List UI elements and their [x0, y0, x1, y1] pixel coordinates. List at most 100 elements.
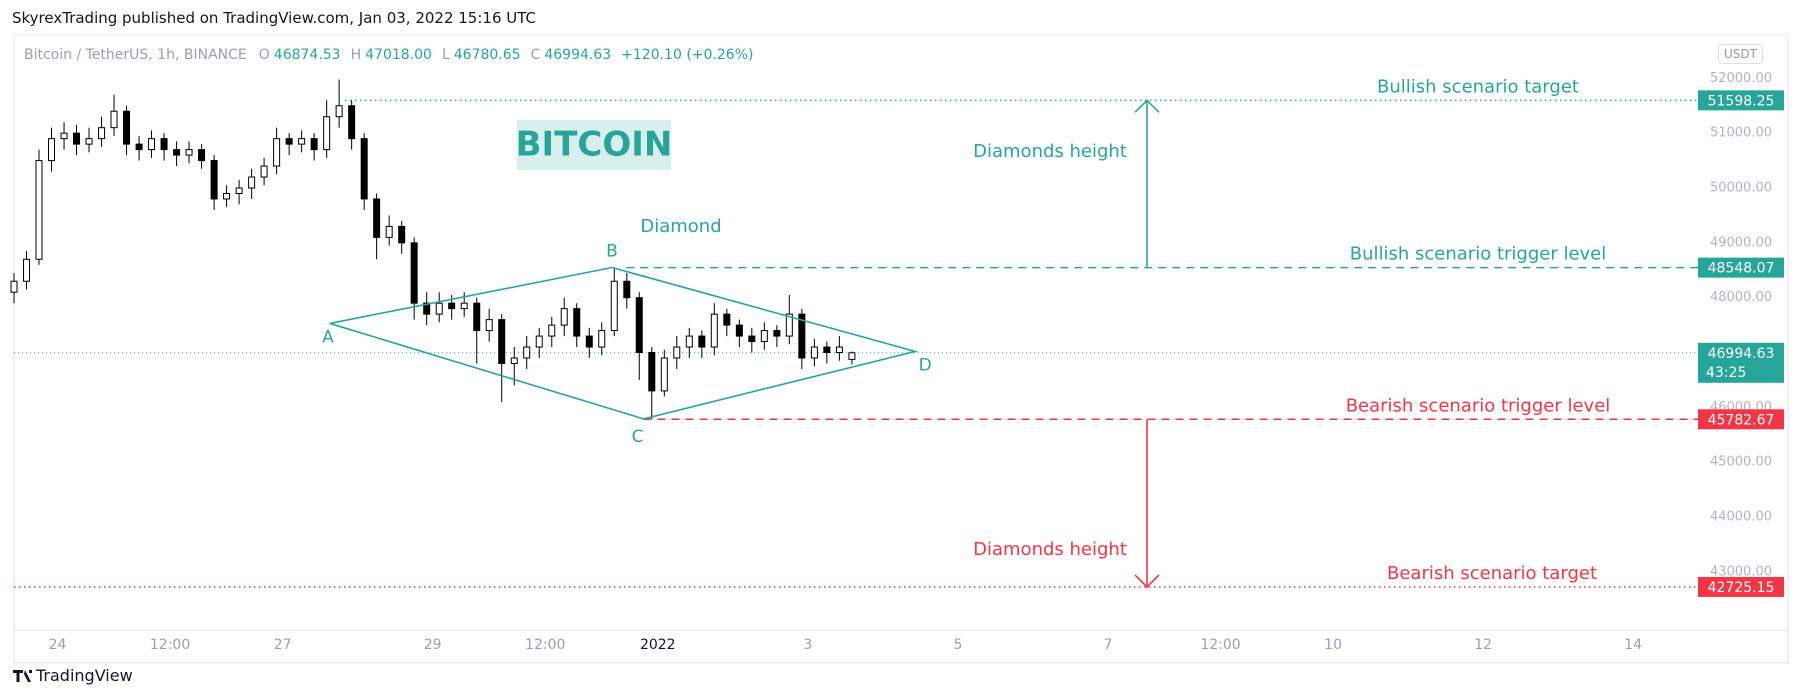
y-tick-label: 43000.00	[1710, 564, 1772, 579]
candle-body	[23, 258, 31, 282]
price-label: 45782.67	[1708, 412, 1775, 428]
candle-body	[35, 160, 43, 260]
candle-body	[585, 335, 593, 348]
pattern-point-label: A	[322, 327, 334, 347]
legend-value: 46780.65	[453, 47, 521, 63]
candle-body	[823, 346, 831, 354]
x-tick-label: 10	[1324, 637, 1342, 653]
candle-body	[173, 149, 181, 156]
candle-body	[523, 346, 531, 359]
candle-body	[510, 357, 518, 364]
price-label-box	[1698, 342, 1784, 383]
y-tick-label: 52000.00	[1710, 71, 1772, 86]
candle-body	[685, 335, 693, 348]
y-tick-label: 49000.00	[1710, 235, 1772, 250]
candle-body	[710, 313, 718, 348]
candle-body	[223, 192, 231, 200]
height-note: Diamonds height	[973, 141, 1127, 162]
tv-logo	[13, 670, 32, 682]
level-name: Bearish scenario target	[1387, 563, 1597, 584]
legend-value: 47018.00	[365, 47, 432, 63]
candle-body	[10, 280, 18, 293]
candle-body	[110, 110, 118, 129]
candle-body	[648, 352, 656, 392]
candle-body	[260, 165, 268, 178]
candle-body	[798, 313, 806, 359]
x-tick-label: 2022	[640, 637, 676, 653]
candle-body	[535, 335, 543, 348]
y-tick-label: 48000.00	[1710, 290, 1772, 305]
candle-body	[435, 302, 443, 315]
x-tick-label: 12:00	[1200, 637, 1240, 653]
candle-body	[335, 105, 343, 118]
candle-body	[623, 280, 631, 299]
legend: Bitcoin / TetherUS, 1h, BINANCE O 46874.5…	[24, 47, 759, 63]
candle-body	[635, 297, 643, 354]
pattern-point-label: C	[632, 427, 644, 447]
candle-body	[60, 132, 68, 140]
publish-info: SkyrexTrading published on TradingView.c…	[12, 9, 536, 27]
legend-value: 46874.53	[273, 47, 341, 63]
price-label: 51598.25	[1708, 93, 1775, 109]
candle-body	[248, 176, 256, 189]
candle-body	[298, 138, 306, 145]
currency: USDT	[1718, 44, 1763, 64]
candle-body	[48, 138, 56, 162]
candle-body	[673, 346, 681, 359]
x-tick-label: 29	[424, 637, 442, 653]
legend-key: C	[530, 47, 541, 63]
candle-body	[698, 335, 706, 348]
candle-body	[285, 138, 293, 145]
candle-body	[73, 132, 81, 145]
y-tick-label: 50000.00	[1710, 181, 1772, 196]
x-tick-label: 14	[1624, 637, 1642, 653]
level-name: Bearish scenario trigger level	[1346, 395, 1611, 416]
candle-body	[85, 138, 93, 145]
candle-body	[310, 138, 318, 151]
frame	[13, 34, 1789, 664]
candle-body	[148, 138, 156, 151]
candle-body	[423, 302, 431, 315]
x-tick-label: 12:00	[150, 637, 190, 653]
x-tick-label: 12	[1474, 637, 1492, 653]
pattern-point-label: D	[919, 355, 932, 375]
price-label-box	[1698, 90, 1784, 111]
y-tick-label: 51000.00	[1710, 126, 1772, 141]
price-label-box	[1698, 409, 1784, 430]
level-name: Bullish scenario trigger level	[1350, 244, 1607, 265]
candle-body	[185, 149, 193, 156]
x-tick-label: 5	[953, 637, 962, 653]
candle-body	[348, 105, 356, 140]
candle-body	[810, 346, 818, 359]
title-box	[517, 120, 671, 170]
legend-key: L	[441, 47, 450, 63]
pattern-point-label: B	[606, 242, 618, 262]
countdown: 43:25	[1706, 365, 1746, 381]
pattern-name: Diamond	[640, 216, 721, 237]
candle-body	[760, 330, 768, 343]
candle-body	[835, 346, 843, 354]
candle-body	[598, 330, 606, 348]
candle-body	[460, 302, 468, 310]
candle-body	[385, 225, 393, 238]
candle-body	[735, 324, 743, 337]
price-label-box	[1698, 257, 1784, 278]
candle-body	[748, 335, 756, 343]
y-tick-label: 44000.00	[1710, 510, 1772, 525]
candle-body	[160, 138, 168, 151]
x-tick-label: 24	[49, 637, 67, 653]
candle-body	[485, 319, 493, 332]
price-label: 46994.63	[1708, 346, 1775, 362]
candle-body	[773, 330, 781, 337]
x-tick-label: 27	[274, 637, 292, 653]
candle-body	[610, 280, 618, 332]
candle-body	[848, 352, 856, 360]
candle-body	[273, 138, 281, 167]
height-note: Diamonds height	[973, 539, 1127, 560]
candle-body	[498, 319, 506, 364]
candle-body	[560, 308, 568, 326]
candle-body	[210, 160, 218, 200]
symbol: Bitcoin / TetherUS, 1h, BINANCE	[24, 47, 247, 63]
